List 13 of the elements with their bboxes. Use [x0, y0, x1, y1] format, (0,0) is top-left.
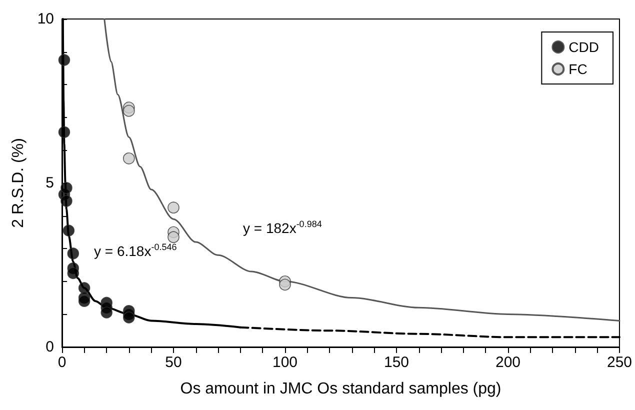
y-tick-label: 0: [46, 338, 54, 356]
y-tick-label: 5: [46, 174, 54, 192]
y-axis-title: 2 R.S.D. (%): [10, 138, 27, 228]
x-tick-label: 0: [58, 354, 66, 371]
x-tick-label: 200: [495, 354, 521, 371]
x-tick-label: 150: [384, 354, 410, 371]
x-axis-title: Os amount in JMC Os standard samples (pg): [180, 380, 502, 398]
x-tick-label: 50: [165, 354, 182, 371]
x-tick-label: 250: [606, 354, 632, 371]
legend-label: FC: [568, 61, 588, 77]
y-tick-label: 10: [37, 10, 54, 28]
x-tick-label: 100: [272, 354, 298, 371]
legend-label: CDD: [568, 39, 600, 55]
